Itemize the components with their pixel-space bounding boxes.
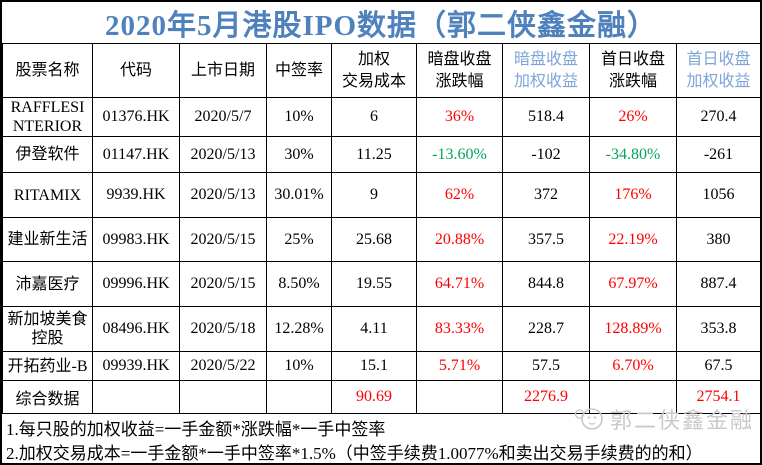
col-header-day1-close-return: 首日收盘 加权收益 <box>676 43 760 98</box>
cell-stock-name: 建业新生活 <box>2 217 93 263</box>
cell-grey-close-return: 357.5 <box>502 217 590 263</box>
cell-stock-name: 开拓药业-B <box>2 351 93 382</box>
col-header-code: 代码 <box>92 43 180 98</box>
cell-win-rate: 25% <box>266 217 332 263</box>
footnote-2: 2.加权交易成本=一手金额*一手中签率*1.5%（中签手续费1.0077%和卖出… <box>6 444 703 464</box>
col-header-grey-close-change: 暗盘收盘 涨跌幅 <box>416 43 503 98</box>
cell-grey-close-change: 36% <box>416 96 503 138</box>
cell-day1-close-change: 22.19% <box>589 217 677 263</box>
cell-grey-close-change <box>416 380 503 415</box>
cell-code: 08496.HK <box>92 306 180 353</box>
table-row: 建业新生活 09983.HK 2020/5/15 25% 25.68 20.88… <box>2 217 760 263</box>
cell-code: 09939.HK <box>92 351 180 382</box>
cell-code: 09983.HK <box>92 217 180 263</box>
table-row: 新加坡美食控股 08496.HK 2020/5/18 12.28% 4.11 8… <box>2 306 760 353</box>
cell-day1-close-change <box>589 380 677 415</box>
cell-weighted-cost: 6 <box>331 96 417 138</box>
cell-total-grey-return: 2276.9 <box>502 380 590 415</box>
footnotes: 1.每只股的加权收益=一手金额*涨跌幅*一手中签率 2.加权交易成本=一手金额*… <box>2 414 760 464</box>
cell-grey-close-change: 5.71% <box>416 351 503 382</box>
cell-day1-close-change: 176% <box>589 172 677 219</box>
table-row: 沛嘉医疗 09996.HK 2020/5/15 8.50% 19.55 64.7… <box>2 261 760 308</box>
cell-list-date: 2020/5/22 <box>179 351 267 382</box>
cell-list-date: 2020/5/15 <box>179 261 267 308</box>
cell-stock-name: 伊登软件 <box>2 136 93 174</box>
cell-code <box>92 380 180 415</box>
table-row: RITAMIX 9939.HK 2020/5/13 30.01% 9 62% 3… <box>2 172 760 219</box>
cell-grey-close-return: 57.5 <box>502 351 590 382</box>
col-header-list-date: 上市日期 <box>179 43 267 98</box>
table-row: 伊登软件 01147.HK 2020/5/13 30% 11.25 -13.60… <box>2 136 760 174</box>
cell-win-rate: 30% <box>266 136 332 174</box>
table-row: 开拓药业-B 09939.HK 2020/5/22 10% 15.1 5.71%… <box>2 351 760 382</box>
cell-day1-close-return: 380 <box>676 217 760 263</box>
cell-code: 9939.HK <box>92 172 180 219</box>
cell-win-rate <box>266 380 332 415</box>
ipo-data-table: 股票名称 代码 上市日期 中签率 加权 交易成本 暗盘收盘 涨跌幅 暗盘收盘 加… <box>2 43 760 415</box>
footnote-1: 1.每只股的加权收益=一手金额*涨跌幅*一手中签率 <box>6 420 386 440</box>
cell-win-rate: 30.01% <box>266 172 332 219</box>
cell-grey-close-change: 20.88% <box>416 217 503 263</box>
cell-weighted-cost: 4.11 <box>331 306 417 353</box>
col-header-day1-close-change: 首日收盘 涨跌幅 <box>589 43 677 98</box>
cell-list-date: 2020/5/15 <box>179 217 267 263</box>
cell-day1-close-change: 128.89% <box>589 306 677 353</box>
cell-grey-close-return: 844.8 <box>502 261 590 308</box>
cell-list-date <box>179 380 267 415</box>
col-header-stock-name: 股票名称 <box>2 43 93 98</box>
cell-total-day1-return: 2754.1 <box>676 380 760 415</box>
cell-summary-label: 综合数据 <box>2 380 93 415</box>
cell-total-weighted-cost: 90.69 <box>331 380 417 415</box>
cell-day1-close-change: 6.70% <box>589 351 677 382</box>
cell-list-date: 2020/5/13 <box>179 172 267 219</box>
cell-grey-close-change: 62% <box>416 172 503 219</box>
col-header-win-rate: 中签率 <box>266 43 332 98</box>
cell-day1-close-change: -34.80% <box>589 136 677 174</box>
brand-watermark: 郭二侠鑫金融 <box>573 403 754 435</box>
header-row: 股票名称 代码 上市日期 中签率 加权 交易成本 暗盘收盘 涨跌幅 暗盘收盘 加… <box>2 43 760 98</box>
brand-watermark-text: 郭二侠鑫金融 <box>609 408 754 433</box>
cell-day1-close-return: 1056 <box>676 172 760 219</box>
cell-weighted-cost: 15.1 <box>331 351 417 382</box>
cell-stock-name: 沛嘉医疗 <box>2 261 93 308</box>
cell-grey-close-return: 228.7 <box>502 306 590 353</box>
cell-grey-close-change: 83.33% <box>416 306 503 353</box>
cell-list-date: 2020/5/13 <box>179 136 267 174</box>
cell-win-rate: 10% <box>266 351 332 382</box>
cell-win-rate: 8.50% <box>266 261 332 308</box>
page-title: 2020年5月港股IPO数据（郭二侠鑫金融） <box>104 9 658 42</box>
cell-day1-close-return: 353.8 <box>676 306 760 353</box>
cell-stock-name: RITAMIX <box>2 172 93 219</box>
cell-list-date: 2020/5/18 <box>179 306 267 353</box>
summary-row: 综合数据 90.69 2276.9 2754.1 <box>2 380 760 415</box>
mascot-icon <box>573 405 605 433</box>
cell-grey-close-change: 64.71% <box>416 261 503 308</box>
cell-code: 01376.HK <box>92 96 180 138</box>
cell-day1-close-return: 270.4 <box>676 96 760 138</box>
cell-day1-close-change: 67.97% <box>589 261 677 308</box>
cell-win-rate: 10% <box>266 96 332 138</box>
cell-code: 09996.HK <box>92 261 180 308</box>
cell-weighted-cost: 25.68 <box>331 217 417 263</box>
cell-win-rate: 12.28% <box>266 306 332 353</box>
cell-list-date: 2020/5/7 <box>179 96 267 138</box>
cell-grey-close-return: 518.4 <box>502 96 590 138</box>
cell-day1-close-return: 67.5 <box>676 351 760 382</box>
cell-day1-close-return: -261 <box>676 136 760 174</box>
cell-day1-close-change: 26% <box>589 96 677 138</box>
cell-grey-close-return: -102 <box>502 136 590 174</box>
cell-grey-close-return: 372 <box>502 172 590 219</box>
cell-stock-name: 新加坡美食控股 <box>2 306 93 353</box>
col-header-weighted-cost: 加权 交易成本 <box>331 43 417 98</box>
cell-day1-close-return: 887.4 <box>676 261 760 308</box>
cell-weighted-cost: 11.25 <box>331 136 417 174</box>
col-header-grey-close-return: 暗盘收盘 加权收益 <box>502 43 590 98</box>
cell-stock-name: RAFFLESINTERIOR <box>2 96 93 138</box>
cell-code: 01147.HK <box>92 136 180 174</box>
cell-weighted-cost: 9 <box>331 172 417 219</box>
cell-grey-close-change: -13.60% <box>416 136 503 174</box>
table-row: RAFFLESINTERIOR 01376.HK 2020/5/7 10% 6 … <box>2 96 760 138</box>
cell-weighted-cost: 19.55 <box>331 261 417 308</box>
